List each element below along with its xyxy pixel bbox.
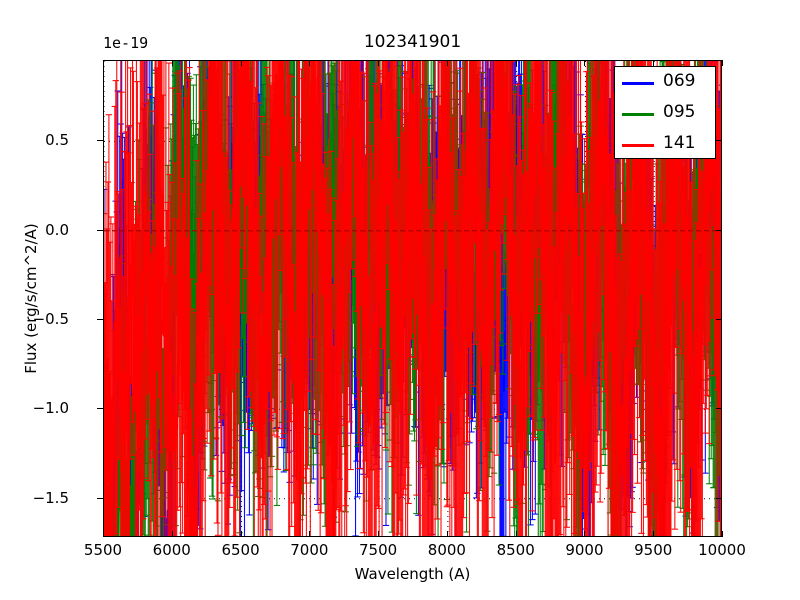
x-tick-mark (722, 531, 723, 537)
x-axis-label: Wavelength (A) (354, 565, 471, 583)
x-tick-mark (171, 60, 173, 66)
y-tick-label: 0.0 (45, 220, 69, 239)
x-tick-mark (584, 60, 586, 66)
legend-label-141: 141 (663, 133, 696, 153)
y-axis-offset-text: 1e-19 (103, 34, 149, 52)
y-tick-mark (97, 140, 103, 142)
x-tick-mark (103, 531, 104, 537)
y-tick-mark (716, 140, 722, 142)
x-tick-mark (722, 60, 723, 66)
plot-title: 102341901 (363, 32, 462, 52)
y-tick-label: 0.5 (45, 131, 69, 150)
x-tick-mark (309, 531, 311, 537)
x-tick-label: 7000 (290, 541, 329, 559)
x-tick-label: 7500 (359, 541, 398, 559)
y-tick-mark (97, 497, 103, 499)
x-tick-label: 9000 (565, 541, 604, 559)
x-tick-label: 8000 (427, 541, 466, 559)
y-tick-label: −1.5 (32, 488, 69, 507)
legend-entry[interactable]: 141 (615, 129, 717, 160)
legend-entry[interactable]: 069 (615, 67, 717, 98)
y-tick-mark (97, 229, 103, 231)
y-tick-mark (716, 229, 722, 231)
y-axis-label: Flux (erg/s/cm^2/A) (22, 223, 40, 374)
y-tick-mark (716, 497, 722, 499)
legend-swatch-095 (622, 113, 654, 116)
x-tick-mark (584, 531, 586, 537)
y-tick-label: −0.5 (32, 310, 69, 329)
legend-box[interactable]: 069 095 141 (614, 66, 716, 159)
x-tick-mark (515, 531, 517, 537)
x-tick-mark (378, 531, 380, 537)
y-tick-mark (97, 319, 103, 321)
legend-swatch-069 (622, 82, 654, 85)
legend-label-069: 069 (663, 71, 696, 91)
y-tick-label: −1.0 (32, 399, 69, 418)
x-tick-mark (171, 531, 173, 537)
x-tick-label: 5500 (83, 541, 123, 559)
x-tick-mark (103, 60, 104, 66)
legend-label-095: 095 (663, 102, 696, 122)
x-tick-mark (309, 60, 311, 66)
spectra-plot (104, 61, 721, 536)
plot-axes (103, 60, 722, 537)
spectrum-line-141 (104, 61, 721, 536)
x-tick-label: 6500 (221, 541, 260, 559)
y-tick-mark (716, 319, 722, 321)
x-tick-mark (515, 60, 517, 66)
x-tick-label: 9500 (634, 541, 673, 559)
x-tick-mark (446, 60, 448, 66)
x-tick-mark (240, 60, 242, 66)
x-tick-mark (653, 60, 655, 66)
x-tick-label: 6000 (152, 541, 191, 559)
x-tick-label: 8500 (496, 541, 535, 559)
legend-entry[interactable]: 095 (615, 98, 717, 129)
y-tick-mark (97, 408, 103, 410)
x-tick-mark (240, 531, 242, 537)
x-tick-mark (446, 531, 448, 537)
x-tick-mark (378, 60, 380, 66)
legend-swatch-141 (622, 144, 654, 147)
y-tick-mark (716, 408, 722, 410)
x-tick-label: 10000 (698, 541, 746, 559)
x-tick-mark (653, 531, 655, 537)
